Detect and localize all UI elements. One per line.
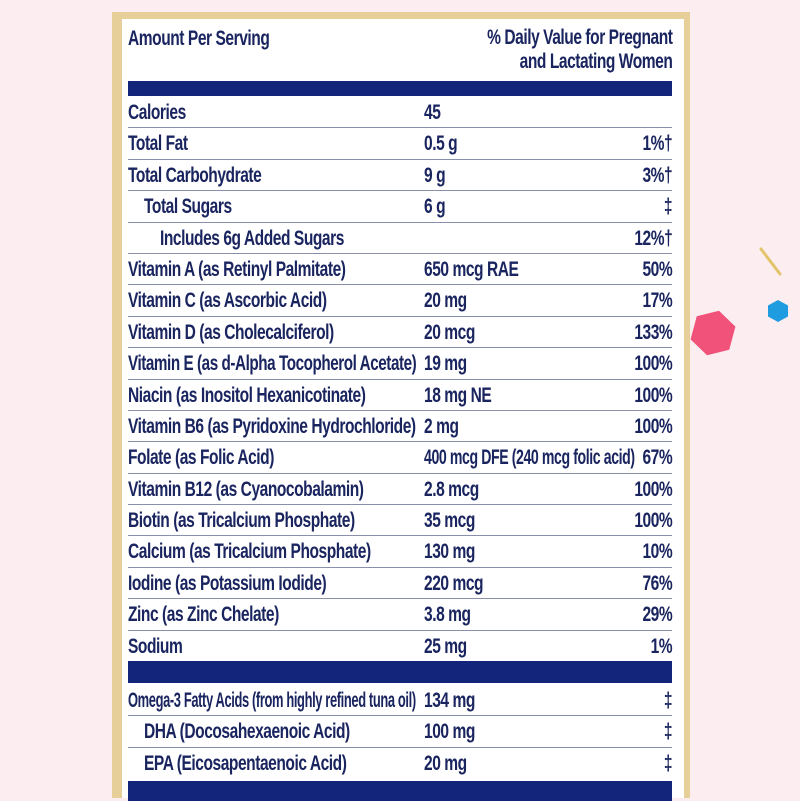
nutrient-name: Calories (128, 101, 186, 124)
nutrient-row: Folate (as Folic Acid) 400 mcg DFE (240 m… (128, 442, 672, 474)
nutrient-name: Includes 6g Added Sugars (160, 226, 344, 250)
nutrient-amount: 130 mg (424, 540, 475, 564)
nutrient-daily-value: 67% (642, 446, 672, 470)
nutrient-daily-value: 1% (650, 634, 672, 658)
nutrient-name: Total Fat (128, 132, 188, 156)
nutrient-daily-value: 10% (642, 540, 672, 564)
nutrient-row: Total Sugars 6 g ‡ (128, 191, 673, 223)
nutrient-amount: 2 mg (424, 414, 459, 438)
nutrient-row: Niacin (as Inositol Hexanicotinate) 18 mg… (128, 380, 672, 411)
divider-bar (128, 81, 672, 96)
nutrient-amount: 100 mg (424, 720, 475, 744)
nutrient-daily-value: 50% (642, 257, 672, 281)
nutrient-daily-value: ‡ (663, 195, 673, 219)
nutrient-name: Biotin (as Tricalcium Phosphate) (128, 509, 355, 533)
divider-bar (128, 661, 672, 683)
nutrient-amount: 18 mg NE (424, 383, 492, 407)
nutrient-name: Niacin (as Inositol Hexanicotinate) (128, 383, 366, 407)
nutrient-name: Iodine (as Potassium Iodide) (128, 571, 327, 595)
nutrient-name: Vitamin B6 (as Pyridoxine Hydrochloride) (128, 414, 416, 438)
nutrient-row: Total Fat 0.5 g 1%† (128, 128, 672, 160)
gold-streak-decoration (759, 247, 782, 276)
nutrient-row: EPA (Eicosapentaenoic Acid) 20 mg ‡ (128, 748, 672, 779)
nutrient-amount: 45 (424, 101, 441, 124)
nutrient-amount: 650 mcg RAE (424, 257, 519, 281)
nutrient-row: Vitamin B12 (as Cyanocobalamin) 2.8 mcg 10… (128, 474, 672, 506)
nutrient-row: Sodium 25 mg 1% (128, 631, 672, 662)
nutrient-name: EPA (Eicosapentaenoic Acid) (144, 751, 347, 775)
nutrient-amount: 25 mg (424, 634, 467, 658)
nutrient-row: Zinc (as Zinc Chelate) 3.8 mg 29% (128, 599, 672, 631)
nutrient-daily-value: ‡ (663, 720, 673, 744)
nutrient-amount: 6 g (424, 195, 446, 219)
daily-value-heading-line1: % Daily Value for Pregnant (486, 26, 673, 49)
nutrient-daily-value: 1%† (642, 132, 672, 156)
label-panel: Amount Per Serving % Daily Value for Pre… (122, 19, 684, 801)
nutrient-daily-value: 17% (642, 289, 672, 313)
nutrient-daily-value: 29% (642, 603, 672, 627)
nutrient-amount: 20 mcg (424, 320, 475, 344)
nutrient-rows: Calories 45 Total Fat 0.5 g 1%† Total Carbohy… (128, 97, 672, 662)
nutrient-row: Calcium (as Tricalcium Phosphate) 130 mg 1… (128, 536, 672, 568)
nutrient-name: Zinc (as Zinc Chelate) (128, 603, 279, 627)
nutrient-daily-value: 100% (634, 509, 672, 533)
nutrient-name: Calcium (as Tricalcium Phosphate) (128, 540, 371, 564)
nutrient-name: Folate (as Folic Acid) (128, 446, 274, 470)
nutrient-row: Vitamin C (as Ascorbic Acid) 20 mg 17% (128, 285, 672, 317)
nutrient-amount: 35 mcg (424, 509, 475, 533)
nutrient-name: Vitamin C (as Ascorbic Acid) (128, 289, 327, 313)
nutrient-daily-value: ‡ (663, 689, 673, 712)
nutrient-amount: 20 mg (424, 289, 467, 313)
nutrient-row: Total Carbohydrate 9 g 3%† (128, 160, 672, 192)
nutrient-row: Iodine (as Potassium Iodide) 220 mcg 76% (128, 568, 672, 600)
nutrient-daily-value: 100% (634, 477, 672, 501)
nutrient-row: Includes 6g Added Sugars 12%† (128, 223, 672, 254)
nutrient-name: Vitamin D (as Cholecalciferol) (128, 320, 334, 344)
nutrient-name: Vitamin E (as d-Alpha Tocopherol Acetate… (128, 352, 417, 376)
nutrient-amount: 0.5 g (424, 132, 458, 156)
nutrient-amount: 9 g (424, 163, 446, 187)
nutrient-name: Sodium (128, 634, 183, 658)
nutrient-amount: 19 mg (424, 352, 467, 376)
blue-hexagon-decoration (768, 300, 788, 322)
amount-per-serving-heading: Amount Per Serving (128, 27, 270, 50)
nutrient-daily-value: 76% (642, 571, 672, 595)
nutrient-amount: 2.8 mcg (424, 477, 479, 501)
nutrient-daily-value: 133% (634, 320, 672, 344)
nutrient-row: Vitamin E (as d-Alpha Tocopherol Acetate… (128, 348, 672, 380)
nutrient-name: Total Carbohydrate (128, 163, 262, 187)
nutrient-daily-value: 100% (634, 352, 672, 376)
nutrient-name: Omega-3 Fatty Acids (from highly refined… (128, 689, 416, 712)
nutrient-row: Biotin (as Tricalcium Phosphate) 35 mcg 10… (128, 505, 672, 537)
nutrient-row: Vitamin B6 (as Pyridoxine Hydrochloride)… (128, 411, 672, 443)
daily-value-heading-line2: and Lactating Women (519, 50, 672, 73)
omega-rows: Omega-3 Fatty Acids (from highly refined… (128, 685, 672, 779)
nutrient-amount: 20 mg (424, 751, 467, 775)
nutrient-daily-value: ‡ (663, 751, 673, 775)
nutrient-row: DHA (Docosahexaenoic Acid) 100 mg ‡ (128, 716, 673, 748)
nutrient-daily-value: 100% (634, 414, 672, 438)
nutrient-row: Calories 45 (128, 97, 672, 129)
nutrient-name: Vitamin B12 (as Cyanocobalamin) (128, 477, 364, 501)
nutrient-name: Vitamin A (as Retinyl Palmitate) (128, 257, 346, 281)
nutrient-row: Omega-3 Fatty Acids (from highly refined… (128, 685, 673, 717)
nutrient-row: Vitamin A (as Retinyl Palmitate) 650 mcg … (128, 254, 672, 286)
nutrient-daily-value: 12%† (634, 226, 672, 250)
nutrient-amount: 134 mg (424, 689, 475, 712)
divider-bar (128, 781, 672, 801)
nutrient-amount: 3.8 mg (424, 603, 471, 627)
nutrient-daily-value: 100% (634, 383, 672, 407)
nutrient-row: Vitamin D (as Cholecalciferol) 20 mcg 133% (128, 317, 672, 349)
nutrient-amount: 220 mcg (424, 571, 484, 595)
nutrient-daily-value: 3%† (642, 163, 672, 187)
pink-hexagon-decoration (690, 310, 736, 356)
label-header: Amount Per Serving % Daily Value for Pre… (128, 19, 672, 81)
nutrient-name: Total Sugars (144, 195, 232, 219)
daily-value-heading: % Daily Value for Pregnant and Lactating… (422, 26, 673, 75)
nutrient-amount: 400 mcg DFE (240 mcg folic acid) (424, 446, 635, 470)
supplement-facts-label: Amount Per Serving % Daily Value for Pre… (112, 12, 690, 801)
nutrient-name: DHA (Docosahexaenoic Acid) (144, 720, 350, 744)
